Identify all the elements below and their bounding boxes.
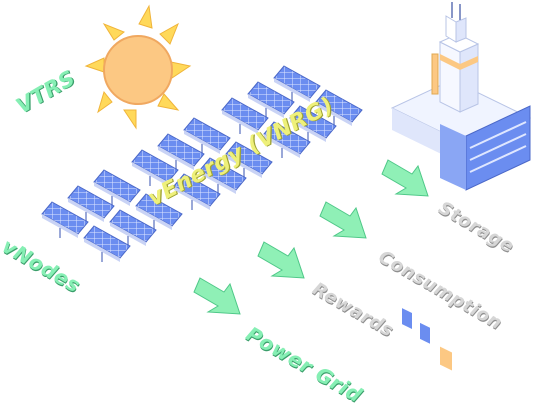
sun-icon — [84, 4, 192, 130]
factory-icon — [390, 2, 532, 371]
